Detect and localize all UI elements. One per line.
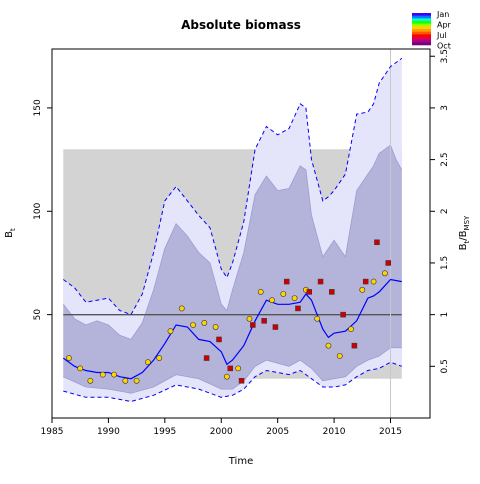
observation-point (280, 291, 287, 297)
y2-tick-label: 1.5 (440, 256, 450, 270)
legend-label: Jan (436, 10, 449, 19)
y2-tick-label: 0.5 (440, 359, 450, 373)
observation-point (336, 353, 343, 359)
observation-point (216, 336, 222, 343)
legend-label: Oct (437, 41, 451, 50)
observation-point (283, 278, 290, 285)
legend-swatch (412, 21, 431, 24)
observation-point (359, 286, 366, 293)
observation-point (235, 365, 242, 372)
observation-point (77, 365, 84, 372)
x-tick-label: 1995 (153, 427, 176, 437)
legend-swatch (412, 37, 431, 40)
x-tick-label: 2000 (210, 427, 233, 437)
right-axis-label: Bt/BMSY (458, 215, 471, 250)
observation-point (250, 322, 256, 328)
observation-point (317, 278, 324, 285)
svg-text:Bt/BMSY: Bt/BMSY (458, 215, 471, 250)
upper-dashed-line (63, 57, 403, 316)
credible-band-lower-edge (63, 347, 402, 394)
observation-point (370, 278, 377, 285)
x-tick-label: 2010 (323, 427, 346, 437)
x-tick-label: 1990 (97, 427, 120, 437)
observation-point (246, 315, 253, 322)
x-tick-label: 1985 (41, 427, 64, 437)
observation-point (223, 373, 230, 380)
legend-swatch (412, 15, 431, 19)
credible-band-upper-edge (62, 144, 403, 340)
observation-point (257, 288, 264, 295)
observation-point (133, 377, 140, 384)
observation-point (156, 355, 163, 361)
y2-tick-label: 3 (440, 105, 450, 111)
observation-point (201, 320, 208, 326)
observation-point (381, 270, 388, 277)
x-tick-label: 2015 (379, 427, 402, 437)
y2-tick-label: 2.5 (440, 152, 450, 166)
observation-point (238, 378, 245, 384)
observation-point (340, 311, 346, 318)
legend-swatch (412, 42, 431, 46)
y2-tick-label: 3.5 (440, 49, 450, 63)
legend-swatch (412, 23, 431, 27)
y2-tick-label: 2 (440, 208, 450, 214)
observation-point (111, 371, 117, 378)
legend-swatch (412, 18, 431, 22)
observation-point (291, 295, 298, 302)
observation-point (314, 315, 321, 322)
legend-swatch (412, 39, 431, 43)
observation-point (212, 324, 219, 330)
observation-point (374, 239, 380, 246)
y2-tick-label: 1 (440, 312, 450, 318)
credible-band (63, 145, 402, 394)
legend-swatch (412, 34, 431, 38)
legend-swatch (412, 29, 431, 32)
observation-point (145, 359, 151, 366)
y-tick-label: 150 (33, 99, 43, 116)
legend-swatch (412, 31, 431, 35)
x-axis-label: Time (228, 456, 253, 467)
observation-point (272, 324, 279, 330)
plot-area (62, 49, 403, 418)
y-axis-label: Bt (4, 228, 17, 238)
observation-point (122, 377, 129, 384)
observation-point (385, 260, 392, 266)
observation-point (295, 305, 301, 312)
observation-point (178, 305, 185, 312)
observation-point (306, 289, 313, 295)
y-tick-label: 100 (33, 202, 43, 219)
legend-label: Jul (436, 31, 447, 40)
x-tick-label: 2005 (266, 427, 289, 437)
legend-label: Apr (437, 20, 452, 29)
observation-point (325, 342, 332, 349)
svg-text:Bt: Bt (4, 228, 17, 238)
legend-swatch (412, 13, 431, 16)
observation-point (87, 377, 94, 384)
observation-point (261, 318, 267, 324)
observation-point (351, 342, 358, 349)
observation-point (227, 365, 234, 372)
observation-point (329, 289, 335, 295)
observation-point (362, 278, 369, 285)
legend-swatch (412, 26, 431, 30)
y-tick-label: 50 (33, 309, 43, 321)
chart-title: Absolute biomass (181, 18, 301, 32)
observation-point (99, 371, 106, 378)
observation-point (348, 326, 354, 333)
plot-frame (51, 48, 431, 419)
lower-dashed-line (63, 361, 402, 403)
observation-point (66, 355, 72, 361)
axes: 1985 1990 1995 2000 2005 2010 2015 50 100 150 0.5 1… (33, 49, 450, 437)
observation-point (269, 297, 275, 304)
observation-point (203, 355, 210, 361)
observation-point (167, 328, 174, 335)
observation-point (190, 322, 196, 328)
